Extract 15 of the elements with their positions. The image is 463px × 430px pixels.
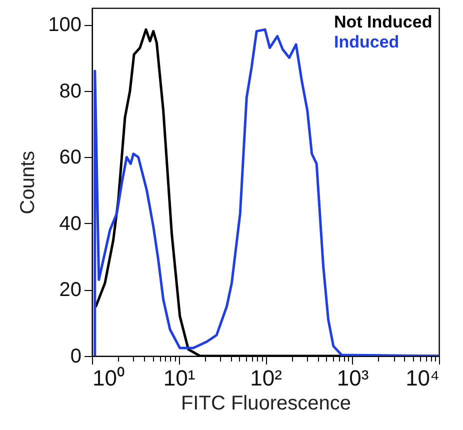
y-tick-label: 60 xyxy=(59,146,82,169)
x-axis-title: FITC Fluorescence xyxy=(180,392,352,414)
x-tick-label: 10¹ xyxy=(163,366,196,390)
x-tick-label: 10² xyxy=(250,366,282,390)
x-tick-label: 10³ xyxy=(336,366,369,390)
y-tick-label: 0 xyxy=(70,346,82,368)
y-tick-label: 100 xyxy=(48,14,82,36)
y-tick-label: 20 xyxy=(59,279,82,302)
y-axis-title: Counts xyxy=(17,150,40,214)
text: Induced xyxy=(334,32,400,52)
x-tick-label: 10⁰ xyxy=(92,366,125,390)
x-tick-label: 10⁴ xyxy=(406,366,440,390)
text: Not Induced xyxy=(334,12,432,32)
y-tick-label: 80 xyxy=(59,80,82,102)
y-tick-label: 40 xyxy=(59,212,82,235)
